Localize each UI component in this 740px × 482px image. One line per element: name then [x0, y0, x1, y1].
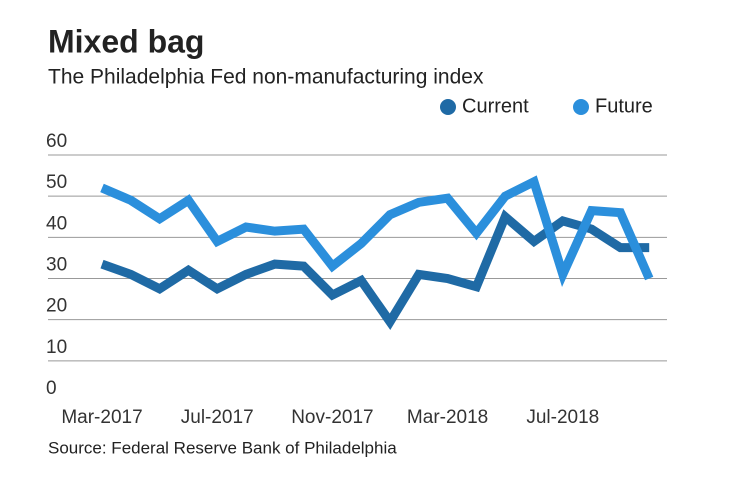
- x-tick-label: Nov-2017: [291, 407, 373, 428]
- y-tick-label: 30: [46, 255, 67, 276]
- legend-label: Future: [595, 95, 653, 117]
- legend-label: Current: [462, 95, 529, 117]
- x-tick-label: Jul-2018: [526, 407, 599, 428]
- chart-title: Mixed bag: [48, 23, 204, 59]
- legend: Current Future: [440, 95, 653, 117]
- x-tick-label: Mar-2018: [407, 407, 488, 428]
- y-tick-label: 50: [46, 172, 67, 193]
- legend-marker: [573, 99, 589, 115]
- y-tick-label: 10: [46, 337, 67, 358]
- x-tick-label: Mar-2017: [61, 407, 142, 428]
- legend-marker: [440, 99, 456, 115]
- y-tick-label: 60: [46, 131, 67, 152]
- source: Source: Federal Reserve Bank of Philadel…: [48, 438, 397, 457]
- chart-subtitle: The Philadelphia Fed non-manufacturing i…: [48, 66, 484, 89]
- series-line: [100, 175, 654, 288]
- series-line: [100, 209, 650, 330]
- x-tick-label: Jul-2017: [181, 407, 254, 428]
- y-tick-label: 0: [46, 378, 57, 399]
- y-tick-label: 20: [46, 296, 67, 317]
- y-tick-label: 40: [46, 213, 67, 234]
